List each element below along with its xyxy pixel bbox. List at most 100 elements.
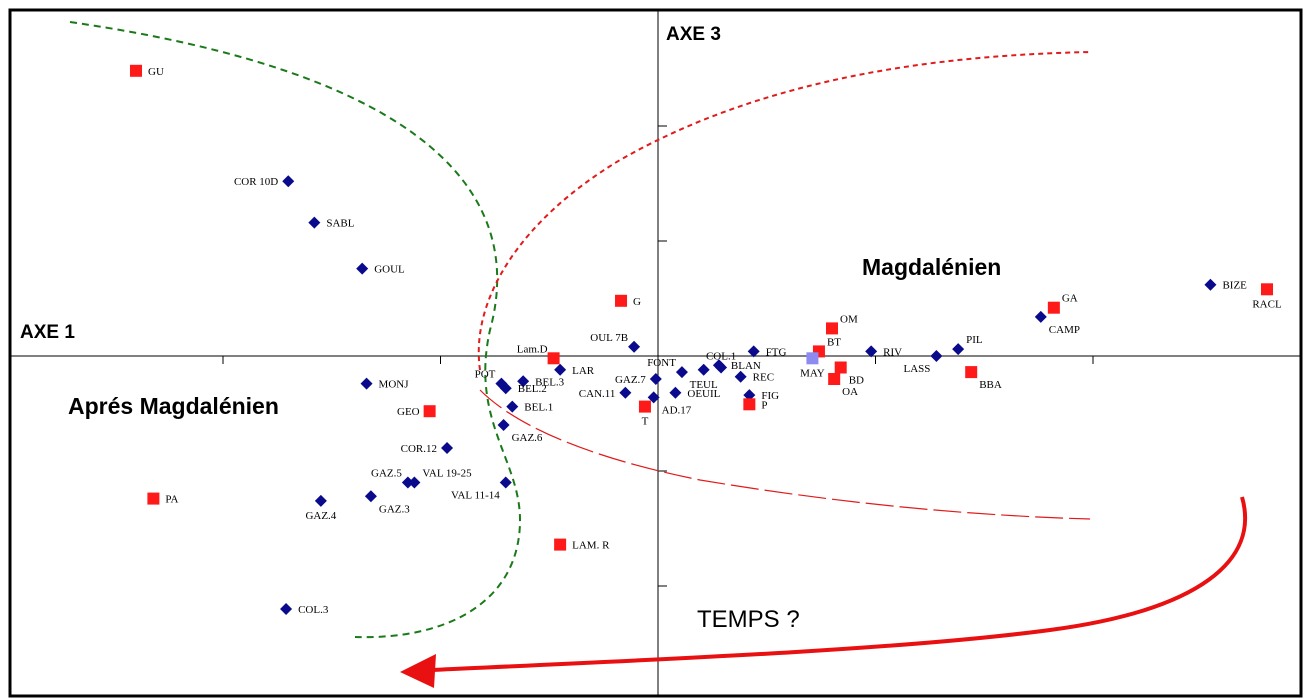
diamond-point-13 (499, 382, 512, 395)
diamond-point-21 (675, 366, 688, 379)
magdalenien-label: Magdalénien (862, 254, 1001, 280)
diamond-point-6 (408, 476, 421, 489)
point-label: PA (165, 494, 178, 506)
time-arrow-line (429, 496, 1248, 672)
diamond-point-25 (712, 359, 725, 372)
square-point-0 (806, 352, 819, 365)
diamond-point-14 (506, 400, 519, 413)
point-label: RACL (1252, 298, 1282, 310)
point-label: GOUL (374, 264, 405, 276)
point-label: GAZ.5 (371, 468, 402, 480)
diamond-point-22 (697, 363, 710, 376)
data-labels: COR 10D SABL GOUL MONJ COR.12 GAZ.5 VAL 19-25 V… (148, 66, 1282, 616)
point-label: RIV (883, 346, 902, 358)
diamond-point-9 (314, 494, 327, 507)
point-label: GAZ.6 (512, 432, 543, 444)
square-point-14 (1261, 283, 1273, 296)
diamond-point-10 (280, 603, 293, 615)
x-axis-title: AXE 1 (20, 322, 75, 343)
diamond-point-26 (743, 389, 756, 402)
green-dashed-curve (69, 21, 522, 639)
diamond-point-7 (499, 476, 512, 489)
square-point-5 (743, 398, 756, 411)
point-label: BEL.2 (518, 383, 547, 395)
square-point-6 (147, 492, 160, 505)
square-point-3 (423, 405, 436, 418)
diamond-point-4 (441, 442, 454, 454)
point-label: G (633, 296, 641, 308)
apres-magdalenien-label: Aprés Magdalénien (68, 393, 279, 419)
point-label: COL.3 (298, 604, 329, 616)
point-label: CAN.11 (579, 388, 616, 400)
square-point-7 (554, 538, 567, 551)
diamond-point-28 (747, 345, 760, 358)
diamond-point-31 (952, 343, 965, 356)
point-label: BEL.1 (524, 402, 553, 414)
point-label: BIZE (1222, 280, 1247, 292)
diamond-point-3 (360, 377, 373, 390)
point-label: SABL (326, 218, 354, 230)
point-label: GU (148, 66, 164, 78)
diamond-point-17 (628, 340, 641, 353)
point-label: LAM. R (572, 540, 610, 552)
diamond-point-23 (669, 386, 682, 399)
grouping-curves (69, 21, 1093, 639)
point-label: TEUL (690, 379, 718, 391)
point-label: BBA (979, 379, 1002, 391)
diamond-point-2 (356, 262, 369, 275)
diamond-point-16 (554, 363, 567, 376)
diamond-point-30 (930, 350, 943, 362)
point-label: VAL 19-25 (422, 468, 472, 480)
point-label: LAR (572, 365, 595, 377)
data-points (130, 64, 1273, 615)
diamond-point-15 (497, 419, 510, 431)
point-label: FIG (761, 390, 779, 402)
point-label: FTG (766, 346, 787, 358)
point-label: CAMP (1049, 324, 1080, 336)
axes (10, 10, 1301, 696)
point-label: COR 10D (234, 176, 278, 188)
plot-border (8, 8, 1303, 698)
point-label: BEL.3 (535, 376, 565, 388)
square-point-8 (826, 322, 838, 335)
point-label: MONJ (379, 379, 410, 391)
diamond-point-8 (364, 490, 377, 503)
square-point-12 (965, 366, 978, 379)
point-label: OM (840, 313, 858, 325)
diamond-point-12 (517, 375, 530, 388)
point-label: GAZ.7 (615, 374, 646, 386)
y-axis-title: AXE 3 (666, 24, 721, 45)
diamond-point-18 (649, 373, 662, 385)
point-label: REC (753, 372, 774, 384)
diamond-point-33 (1204, 278, 1217, 291)
time-arrow (400, 496, 1248, 688)
point-label: OA (842, 386, 858, 398)
point-label: MAY (800, 367, 825, 379)
square-point-10 (834, 361, 847, 374)
point-label: PIL (966, 334, 983, 346)
square-point-11 (828, 373, 841, 385)
point-label: P (761, 399, 767, 411)
square-point-4 (638, 400, 651, 413)
diamond-point-5 (401, 476, 414, 489)
point-label: COL.1 (706, 351, 736, 363)
square-point-13 (1047, 301, 1060, 314)
point-label: COR.12 (401, 443, 437, 455)
diamond-point-1 (308, 216, 321, 229)
diamond-point-20 (647, 391, 660, 404)
point-label: AD.17 (662, 404, 692, 416)
point-label: GEO (397, 406, 420, 418)
point-label: POT (475, 369, 496, 381)
point-label: Lam.D (517, 343, 548, 355)
red-dashed-curve (477, 51, 1093, 371)
diamond-point-19 (619, 386, 632, 399)
point-label: OEUIL (687, 388, 720, 400)
diamond-point-29 (865, 345, 878, 358)
diamond-point-27 (734, 370, 747, 383)
red-long-dashed-curve (479, 389, 1091, 520)
point-label: FONT (647, 357, 676, 369)
point-label: GAZ.4 (305, 510, 336, 522)
point-label: VAL 11-14 (451, 490, 500, 502)
square-point-2 (547, 352, 560, 365)
